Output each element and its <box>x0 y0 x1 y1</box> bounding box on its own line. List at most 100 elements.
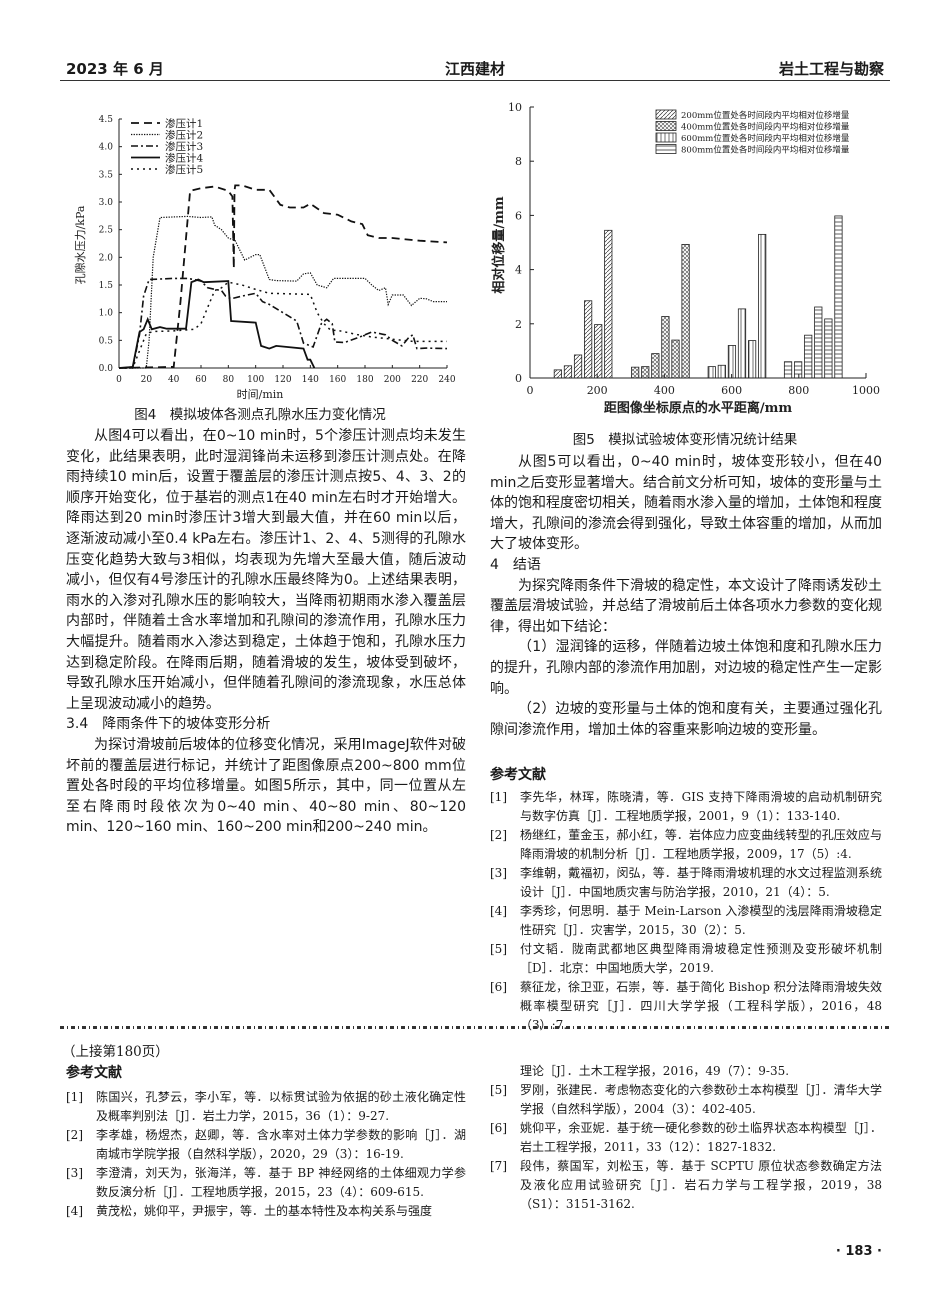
x-tick-label: 400 <box>654 384 675 397</box>
x-tick-label: 140 <box>302 375 319 385</box>
y-tick-label: 0.0 <box>99 364 114 374</box>
reference-text: 杨继红，董金玉，郝小红，等．岩体应力应变曲线转型的孔压效应与降雨滑坡的机制分析［… <box>520 828 882 861</box>
paragraph: 从图4可以看出，在0~10 min时，5个渗压计测点均未发生变化，此结果表明，此… <box>66 428 466 712</box>
reference-item: [4] 黄茂松，姚仰平，尹振宇，等．土的基本特性及本构关系与强度 <box>66 1202 466 1221</box>
y-tick-label: 2.5 <box>99 226 114 236</box>
x-tick-label: 200 <box>587 384 608 397</box>
paragraph: 为探讨滑坡前后坡体的位移变化情况，采用ImageJ软件对破坏前的覆盖层进行标记，… <box>66 736 466 836</box>
reference-text: 蔡征龙，徐卫亚，石崇，等．基于简化 Bishop 积分法降雨滑坡失效概率模型研究… <box>520 980 882 1032</box>
legend-label: 200mm位置处各时间段内平均相对位移增量 <box>681 110 850 121</box>
reference-text: 李澄清，刘天为，张海洋，等．基于 BP 神经网络的土体细观力学参数反演分析［J］… <box>96 1166 466 1199</box>
bar-400-period-6 <box>681 243 690 379</box>
bar-800-period-3 <box>804 334 813 379</box>
header-rule <box>60 80 890 81</box>
reference-item: [6] 姚仰平，余亚妮．基于统一硬化参数的砂土临界状态本构模型［J］．岩土工程学报… <box>490 1119 882 1157</box>
series-line-3 <box>119 277 448 369</box>
paragraph: 为探究降雨条件下滑坡的稳定性，本文设计了降雨诱发砂土覆盖层滑坡试验，并总结了滑坡… <box>490 577 882 635</box>
section-separator <box>60 1026 890 1029</box>
x-tick-label: 40 <box>168 375 180 385</box>
legend-label: 渗压计3 <box>165 140 203 153</box>
reference-number: [6] <box>490 1121 507 1135</box>
bar-600-period-6 <box>758 233 767 379</box>
reference-number: [6] <box>490 980 507 994</box>
reference-text: 罗刚，张建民．考虑物态变化的六参数砂土本构模型［J］．清华大学学报（自然科学版）… <box>520 1083 882 1116</box>
bar-600-period-4 <box>737 308 747 379</box>
x-tick-label: 60 <box>195 375 207 385</box>
figure-5-caption: 图5 模拟试验坡体变形情况统计结果 <box>572 432 798 448</box>
reference-number: [1] <box>66 1090 83 1104</box>
reference-4-continuation: 理论［J］．土木工程学报，2016，49（7）：9-35. <box>520 1064 790 1078</box>
x-tick-label: 120 <box>274 375 291 385</box>
series-line-1 <box>118 184 448 369</box>
reference-number: [3] <box>66 1166 83 1180</box>
bar-200-period-2 <box>563 365 573 379</box>
bar-800-period-4 <box>814 306 823 379</box>
legend-label: 渗压计5 <box>165 163 203 176</box>
bar-400-period-2 <box>641 366 650 379</box>
reference-item: [7] 段伟，蔡国军，刘松玉，等．基于 SCPTU 原位状态参数确定方法及液化应用… <box>490 1157 882 1214</box>
reference-item: [2] 李孝雄，杨煜杰，赵卿，等．含水率对土体力学参数的影响［J］．湖南城市学院学… <box>66 1126 466 1164</box>
reference-text: 付文韬．陇南武都地区典型降雨滑坡稳定性预测及变形破坏机制［D］．北京：中国地质大… <box>520 942 882 975</box>
x-tick-label: 220 <box>411 375 428 385</box>
bar-400-period-3 <box>651 353 660 379</box>
legend-label: 600mm位置处各时间段内平均相对位移增量 <box>681 133 850 144</box>
paragraph: 从图5可以看出，0~40 min时，坡体变形较小，但在40 min之后变形显著增… <box>490 454 882 553</box>
reference-number: [3] <box>490 866 507 880</box>
reference-text: 李维朝，戴福初，闵弘，等．基于降雨滑坡机理的水文过程监测系统设计［J］．中国地质… <box>520 866 882 899</box>
header-journal: 江西建材 <box>444 60 505 78</box>
reference-text: 李秀珍，何思明．基于 Mein-Larson 入渗模型的浅层降雨滑坡稳定性研究［… <box>520 904 882 937</box>
right-column-body: 从图5可以看出，0~40 min时，坡体变形较小，但在40 min之后变形显著增… <box>490 452 882 740</box>
reference-text: 黄茂松，姚仰平，尹振宇，等．土的基本特性及本构关系与强度 <box>96 1204 433 1218</box>
series-line-5 <box>119 281 447 369</box>
reference-item: [1] 李先华，林珲，陈晓清，等．GIS 支持下降雨滑坡的启动机制研究与数字仿真［… <box>490 788 882 826</box>
reference-number: [2] <box>490 828 507 842</box>
references-title: 参考文献 <box>490 767 546 783</box>
reference-number: [2] <box>66 1128 83 1142</box>
figure-4-caption: 图4 模拟坡体各测点孔隙水压力变化情况 <box>134 407 386 423</box>
section-heading-4: 4 结语 <box>490 556 541 573</box>
reference-item: [3] 李维朝，戴福初，闵弘，等．基于降雨滑坡机理的水文过程监测系统设计［J］．中… <box>490 864 882 902</box>
x-tick-label: 160 <box>329 375 346 385</box>
x-tick-label: 0 <box>116 375 122 385</box>
bar-200-period-1 <box>553 369 562 379</box>
reference-item: [6] 蔡征龙，徐卫亚，石崇，等．基于简化 Bishop 积分法降雨滑坡失效概率模… <box>490 978 882 1035</box>
x-tick-label: 1000 <box>852 384 880 397</box>
reference-number: [4] <box>490 904 507 918</box>
continued-references-left: [1] 陈国兴，孔梦云，李小军，等．以标贯试验为依据的砂土液化确定性及概率判别法［… <box>66 1088 466 1221</box>
section-heading-3-4: 3.4 降雨条件下的坡体变形分析 <box>66 716 271 733</box>
reference-item: [2] 杨继红，董金玉，郝小红，等．岩体应力应变曲线转型的孔压效应与降雨滑坡的机制… <box>490 826 882 864</box>
reference-item: [5] 罗刚，张建民．考虑物态变化的六参数砂土本构模型［J］．清华大学学报（自然科… <box>490 1081 882 1119</box>
reference-number: [5] <box>490 1083 507 1097</box>
y-tick-label: 1.5 <box>99 281 114 291</box>
y-tick-label: 0 <box>515 372 522 385</box>
bar-600-period-1 <box>707 366 716 379</box>
legend-label: 渗压计2 <box>165 129 203 142</box>
legend-label: 渗压计4 <box>165 152 203 165</box>
y-axis-label: 孔隙水压力/kPa <box>73 205 87 284</box>
x-tick-label: 200 <box>384 375 401 385</box>
continued-note: （上接第180页） <box>62 1044 169 1060</box>
reference-item: [4] 李秀珍，何思明．基于 Mein-Larson 入渗模型的浅层降雨滑坡稳定性… <box>490 902 882 940</box>
x-tick-label: 0 <box>527 384 534 397</box>
legend-label: 渗压计1 <box>165 117 203 130</box>
bar-200-period-3 <box>573 354 583 379</box>
y-tick-label: 3.0 <box>99 198 114 208</box>
paragraph: （1）湿润锋的运移，伴随着边坡土体饱和度和孔隙水压力的提升，孔隙内部的渗流作用加… <box>490 639 882 697</box>
y-tick-label: 8 <box>515 155 522 168</box>
legend-swatch <box>655 109 677 120</box>
page-number: · 183 · <box>835 1244 882 1259</box>
reference-number: [4] <box>66 1204 83 1218</box>
y-tick-label: 4 <box>515 264 522 277</box>
reference-text: 段伟，蔡国军，刘松玉，等．基于 SCPTU 原位状态参数确定方法及液化应用试验研… <box>520 1159 882 1211</box>
legend-swatch <box>655 121 677 131</box>
reference-text: 陈国兴，孔梦云，李小军，等．以标贯试验为依据的砂土液化确定性及概率判别法［J］．… <box>96 1090 466 1123</box>
bar-600-period-2 <box>717 364 726 379</box>
bar-400-period-4 <box>661 316 670 379</box>
x-tick-label: 240 <box>438 375 455 385</box>
y-tick-label: 0.5 <box>99 336 114 346</box>
legend-swatch <box>655 144 677 154</box>
bar-600-period-5 <box>747 340 757 379</box>
bar-200-period-4 <box>584 300 593 379</box>
y-tick-label: 6 <box>515 209 522 222</box>
